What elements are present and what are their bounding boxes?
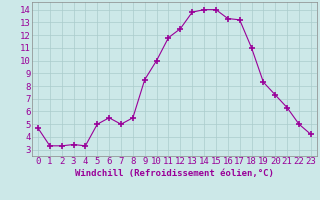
- X-axis label: Windchill (Refroidissement éolien,°C): Windchill (Refroidissement éolien,°C): [75, 169, 274, 178]
